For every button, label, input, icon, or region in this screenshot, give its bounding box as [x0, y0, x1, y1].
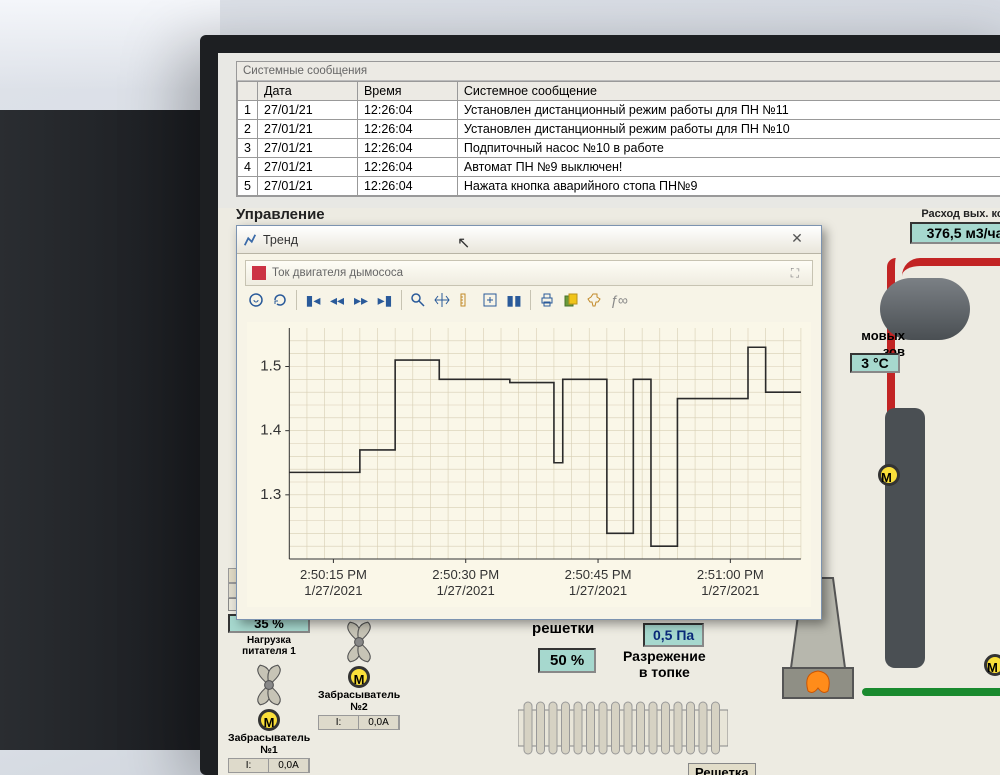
- sysmsg-col: Системное сообщение: [457, 82, 1000, 101]
- skip-start-icon[interactable]: ▮◂: [302, 289, 324, 311]
- trend-close-button[interactable]: ✕: [779, 230, 815, 250]
- trend-subtitle: Ток двигателя дымососа: [272, 267, 403, 279]
- motor-icon: M: [258, 709, 280, 731]
- table-row[interactable]: 227/01/2112:26:04Установлен дистанционны…: [238, 120, 1000, 139]
- svg-text:1.3: 1.3: [260, 486, 281, 503]
- control-label: Управление: [236, 206, 325, 223]
- forward-icon[interactable]: ▸▸: [350, 289, 372, 311]
- trend-child-titlebar[interactable]: Ток двигателя дымососа ⛶: [245, 260, 813, 286]
- trend-child-close-button[interactable]: ⛶: [784, 266, 806, 281]
- svg-text:2:50:45 PM: 2:50:45 PM: [565, 567, 632, 582]
- trend-toolbar: ▮◂ ◂◂ ▸▸ ▸▮ ▮▮ ƒ∞: [237, 286, 821, 314]
- svg-text:1/27/2021: 1/27/2021: [437, 583, 495, 598]
- svg-text:2:50:15 PM: 2:50:15 PM: [300, 567, 367, 582]
- trend-app-icon: [243, 233, 257, 247]
- skip-end-icon[interactable]: ▸▮: [374, 289, 396, 311]
- flow-output-box: Расход вых. кот 376,5 м3/ча: [910, 208, 1000, 244]
- table-row[interactable]: 427/01/2112:26:04Автомат ПН №9 выключен!: [238, 158, 1000, 177]
- svg-text:1.4: 1.4: [260, 422, 281, 439]
- signal-icon: [252, 266, 266, 280]
- export-icon[interactable]: [560, 289, 582, 311]
- svg-text:1/27/2021: 1/27/2021: [701, 583, 759, 598]
- temp-value: 3 °C: [850, 353, 900, 373]
- radiator-icon: [518, 698, 728, 758]
- system-messages-table: ДатаВремяСистемное сообщение 127/01/2112…: [237, 81, 1000, 196]
- rewind-icon[interactable]: ◂◂: [326, 289, 348, 311]
- trend-title: Тренд: [263, 233, 298, 247]
- svg-text:2:51:00 PM: 2:51:00 PM: [697, 567, 764, 582]
- motor-icon: M: [348, 666, 370, 688]
- flow-label: Расход вых. кот: [910, 208, 1000, 220]
- fit-icon[interactable]: [479, 289, 501, 311]
- trend-chart: 1.31.41.52:50:15 PM1/27/20212:50:30 PM1/…: [247, 322, 811, 607]
- play-back-icon[interactable]: [245, 289, 267, 311]
- refresh-icon[interactable]: [269, 289, 291, 311]
- print-icon[interactable]: [536, 289, 558, 311]
- grate-box-label: Решетка: [688, 763, 756, 775]
- fan-icon: [337, 620, 381, 664]
- table-row[interactable]: 527/01/2112:26:04Нажата кнопка аварийног…: [238, 177, 1000, 196]
- table-row[interactable]: 127/01/2112:26:04Установлен дистанционны…: [238, 101, 1000, 120]
- feeder-load-label: Нагрузка питателя 1: [228, 635, 310, 657]
- draft-value: 0,5 Па: [643, 623, 704, 647]
- fx-icon[interactable]: ƒ∞: [608, 289, 630, 311]
- cursor-icon: ↖: [457, 233, 470, 253]
- system-messages-title: Системные сообщения: [237, 62, 1000, 81]
- thrower-label: Забрасыватель №1: [228, 733, 310, 756]
- pause-icon[interactable]: ▮▮: [503, 289, 525, 311]
- settings-icon[interactable]: [584, 289, 606, 311]
- svg-text:1.5: 1.5: [260, 358, 281, 375]
- ruler-icon[interactable]: [455, 289, 477, 311]
- sysmsg-col: [238, 82, 258, 101]
- system-messages-panel: Системные сообщения ДатаВремяСистемное с…: [236, 61, 1000, 197]
- motor-icon: M: [984, 654, 1000, 676]
- pan-icon[interactable]: [431, 289, 453, 311]
- svg-text:1/27/2021: 1/27/2021: [569, 583, 627, 598]
- draft-label: Разрежение в топке: [623, 648, 706, 680]
- thrower-label: Забрасыватель №2: [318, 690, 400, 713]
- svg-text:2:50:30 PM: 2:50:30 PM: [432, 567, 499, 582]
- zoom-icon[interactable]: [407, 289, 429, 311]
- table-row[interactable]: 327/01/2112:26:04Подпиточный насос №10 в…: [238, 139, 1000, 158]
- grate-speed-value: 50 %: [538, 648, 596, 673]
- sysmsg-col: Время: [357, 82, 457, 101]
- svg-text:1/27/2021: 1/27/2021: [304, 583, 362, 598]
- trend-titlebar[interactable]: Тренд ↖ ✕: [237, 226, 821, 254]
- gas-label-1: мовых: [861, 328, 905, 343]
- flow-value: 376,5 м3/ча: [910, 222, 1000, 244]
- motor-icon: M: [878, 464, 900, 486]
- trend-window[interactable]: Тренд ↖ ✕ Ток двигателя дымососа ⛶ ▮◂: [236, 225, 822, 620]
- fan-icon: [247, 663, 291, 707]
- sysmsg-col: Дата: [258, 82, 358, 101]
